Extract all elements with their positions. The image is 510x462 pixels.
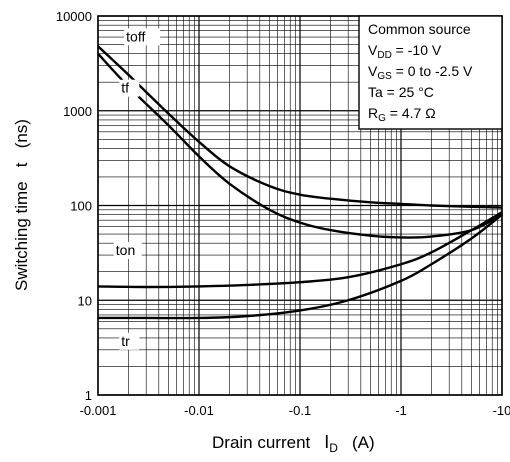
- x-tick-label: -0.1: [289, 403, 311, 418]
- series-line-tf: [97, 52, 503, 239]
- y-tick-label: 10000: [56, 9, 92, 24]
- series-line-toff: [97, 45, 503, 209]
- x-tick-label: -0.001: [80, 403, 117, 418]
- plot-frame: [97, 15, 503, 396]
- series-line-ton: [97, 211, 503, 289]
- y-tick-label: 1000: [63, 104, 92, 119]
- condition-line-rg: RG = 4.7 Ω: [368, 105, 436, 124]
- curve-label-tr: tr: [121, 333, 130, 349]
- condition-line-ta: Ta = 25 °C: [368, 84, 434, 100]
- curve-label-bg: [113, 242, 142, 260]
- x-tick-label: -0.01: [184, 403, 214, 418]
- y-axis-title: Switching time t (ns): [12, 119, 31, 291]
- y-tick-label: 1: [85, 388, 92, 403]
- x-axis-title: Drain current ID (A): [212, 432, 375, 455]
- curve-label-bg: [119, 332, 140, 350]
- series-line-tr: [98, 213, 503, 320]
- condition-line-common-source: Common source: [368, 21, 471, 37]
- y-tick-label: 100: [70, 199, 92, 214]
- curve-label-ton: ton: [116, 242, 135, 258]
- y-tick-label: 10: [78, 293, 92, 308]
- curve-labels: toff tf ton tr: [113, 28, 161, 350]
- series-layer: [97, 45, 503, 320]
- condition-line-vgs: VGS = 0 to -2.5 V: [368, 63, 473, 82]
- condition-line-vdd: VDD = -10 V: [368, 42, 442, 61]
- conditions-box: Common source VDD = -10 V VGS = 0 to -2.…: [358, 15, 503, 130]
- curve-label-bg: [119, 79, 140, 97]
- grid: [97, 15, 503, 396]
- curve-label-bg: [124, 28, 161, 46]
- curve-label-toff: toff: [126, 28, 145, 44]
- curve-label-tf: tf: [121, 80, 129, 96]
- x-tick-label: -1: [395, 403, 407, 418]
- tick-labels: -0.001 -0.01 -0.1 -1 -10 1 10 100 1000 10000: [56, 9, 510, 418]
- x-tick-label: -10: [493, 403, 510, 418]
